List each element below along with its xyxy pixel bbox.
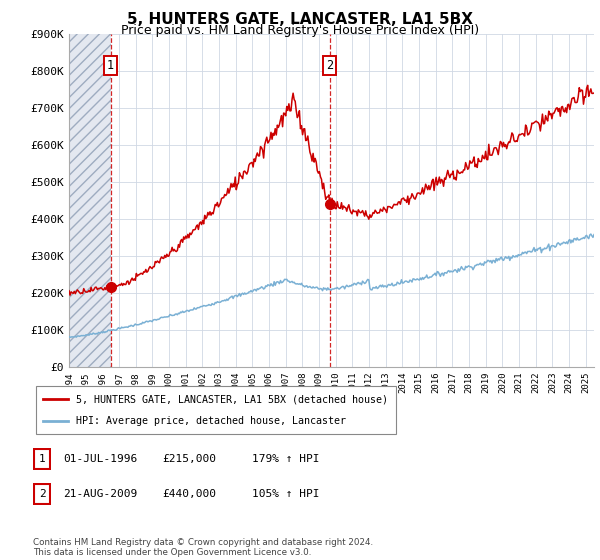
FancyBboxPatch shape [34, 449, 50, 469]
Text: 179% ↑ HPI: 179% ↑ HPI [252, 454, 320, 464]
Bar [69, 34, 110, 367]
Text: 21-AUG-2009: 21-AUG-2009 [63, 489, 137, 499]
Text: HPI: Average price, detached house, Lancaster: HPI: Average price, detached house, Lanc… [76, 416, 346, 426]
Text: 5, HUNTERS GATE, LANCASTER, LA1 5BX (detached house): 5, HUNTERS GATE, LANCASTER, LA1 5BX (det… [76, 394, 388, 404]
Text: 105% ↑ HPI: 105% ↑ HPI [252, 489, 320, 499]
Text: Contains HM Land Registry data © Crown copyright and database right 2024.
This d: Contains HM Land Registry data © Crown c… [33, 538, 373, 557]
FancyBboxPatch shape [36, 386, 396, 434]
Text: 1: 1 [38, 454, 46, 464]
Text: £215,000: £215,000 [162, 454, 216, 464]
Text: 5, HUNTERS GATE, LANCASTER, LA1 5BX: 5, HUNTERS GATE, LANCASTER, LA1 5BX [127, 12, 473, 27]
Text: £440,000: £440,000 [162, 489, 216, 499]
Text: Price paid vs. HM Land Registry's House Price Index (HPI): Price paid vs. HM Land Registry's House … [121, 24, 479, 36]
FancyBboxPatch shape [34, 484, 50, 504]
Text: 01-JUL-1996: 01-JUL-1996 [63, 454, 137, 464]
Text: 2: 2 [38, 489, 46, 499]
Text: 1: 1 [107, 59, 114, 72]
Text: 2: 2 [326, 59, 334, 72]
